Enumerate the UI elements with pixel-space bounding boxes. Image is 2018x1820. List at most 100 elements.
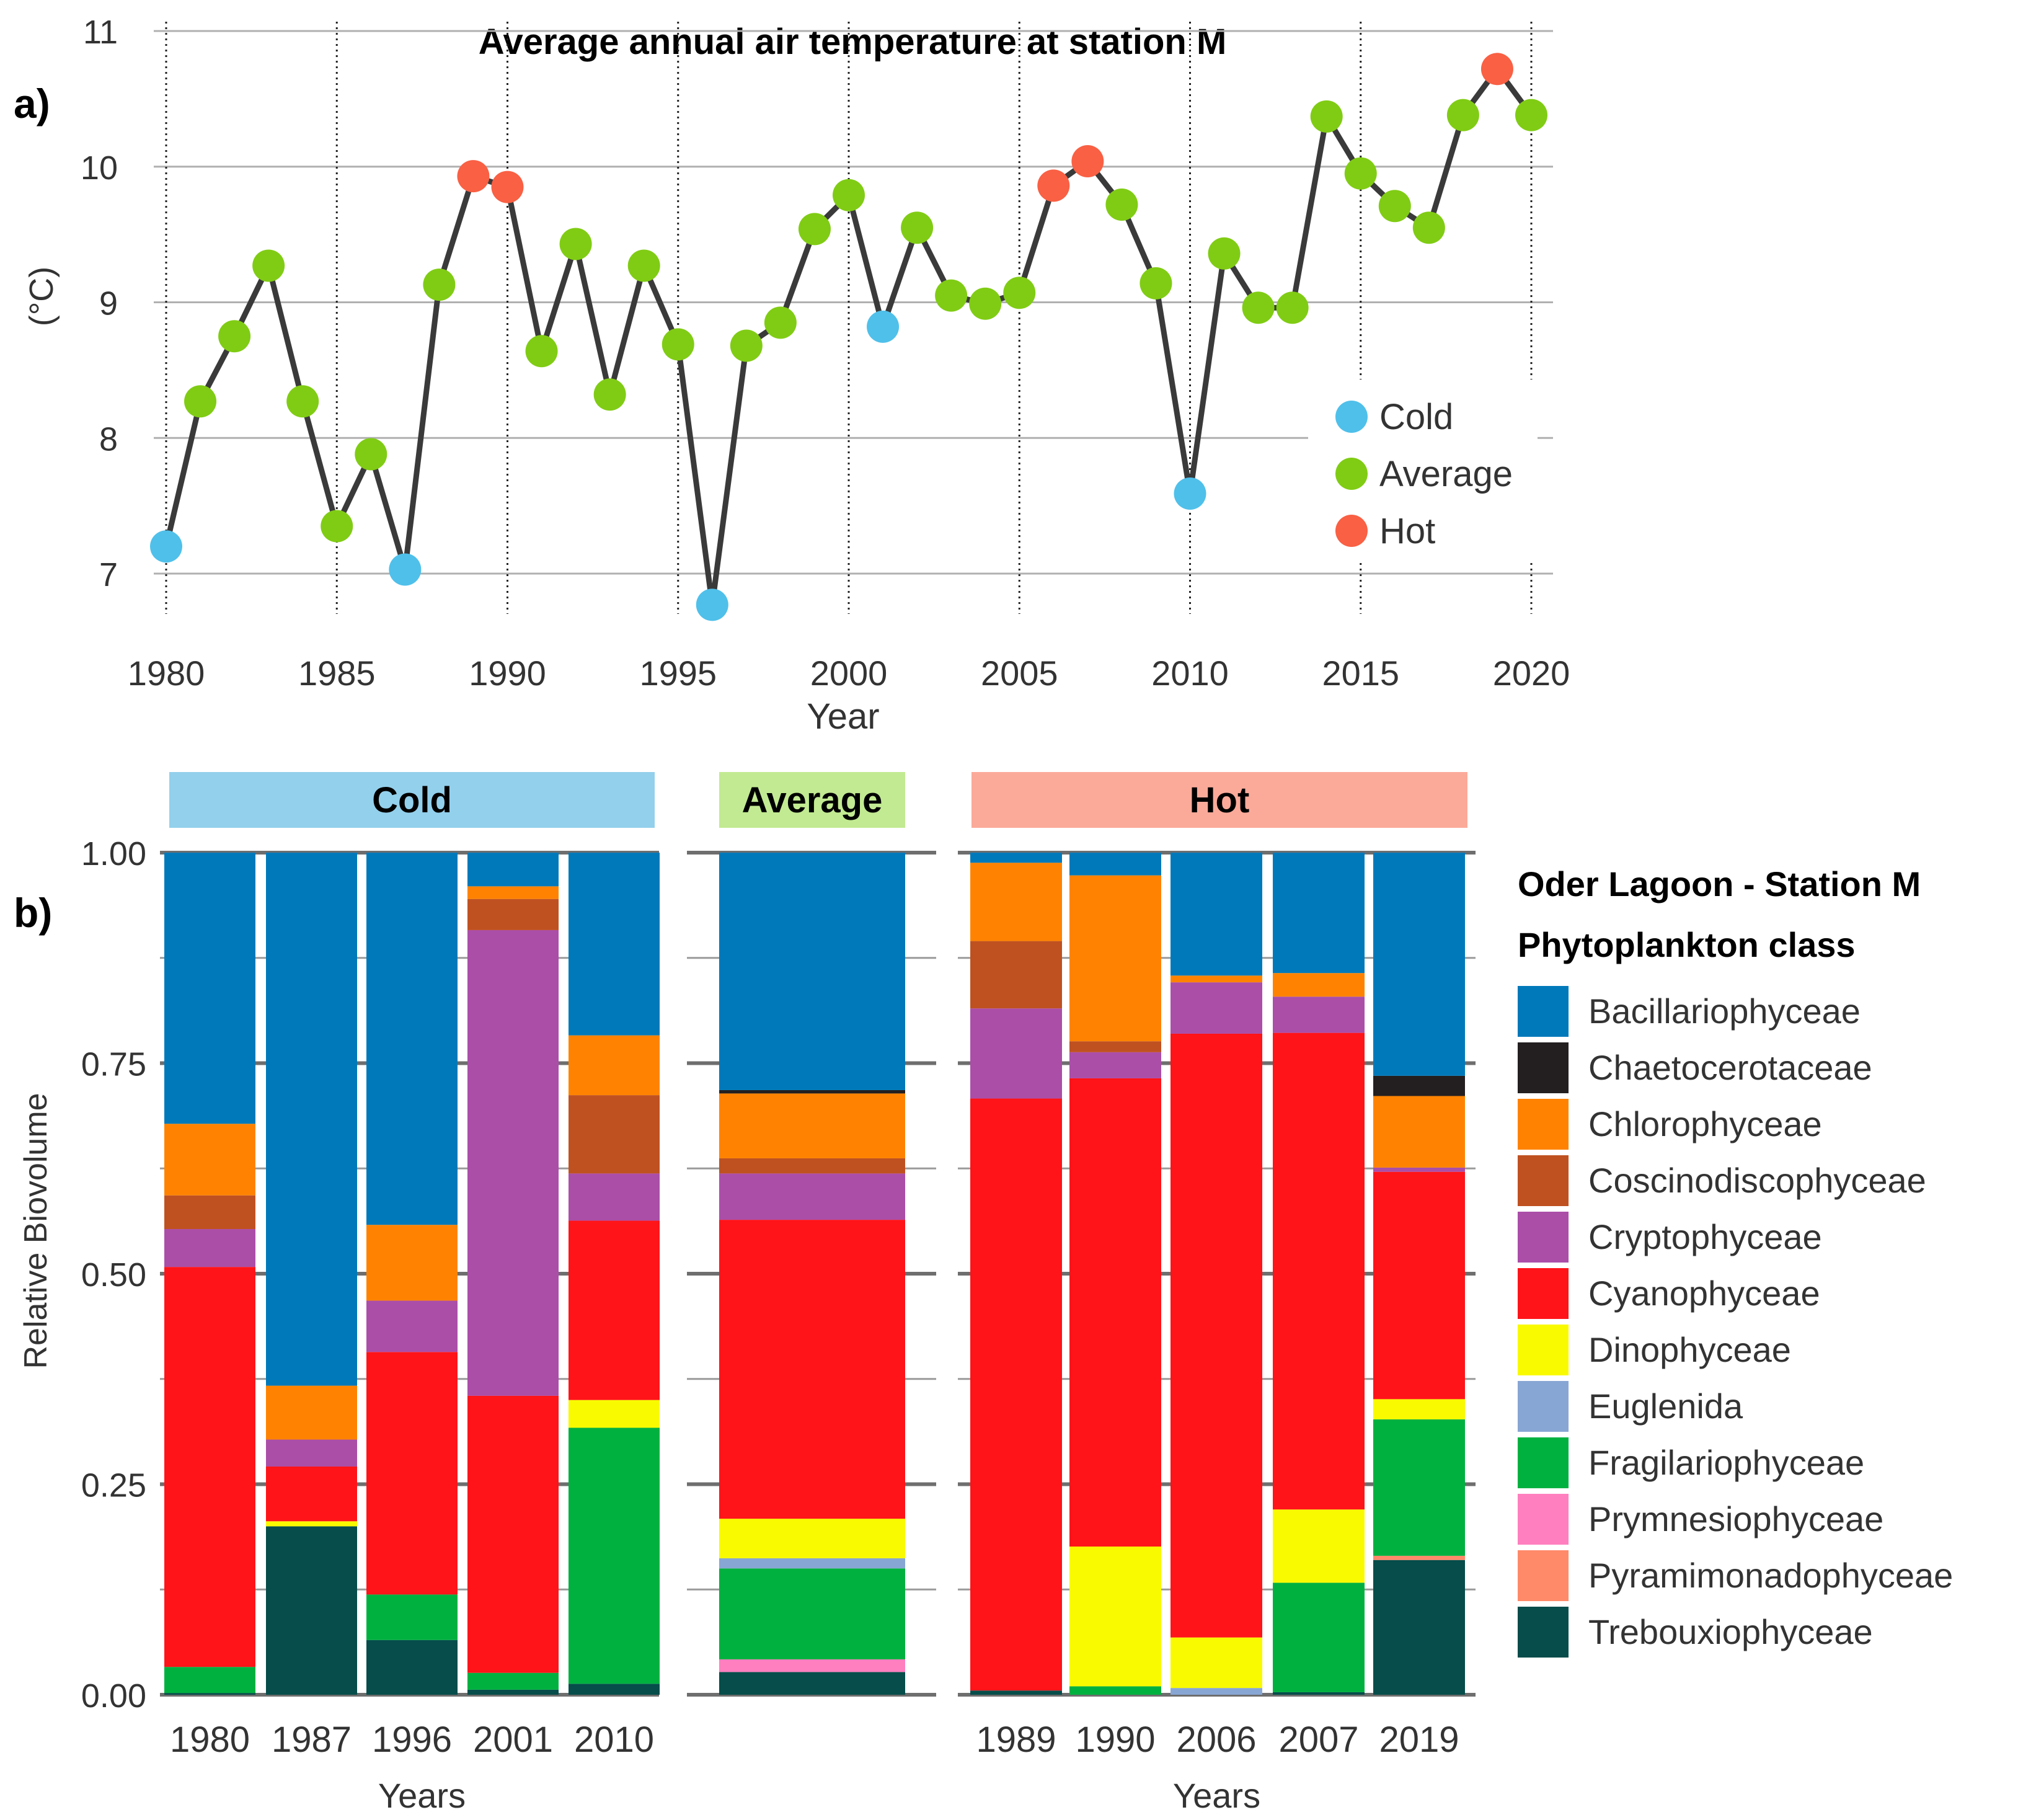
bar-segment-average-prymnesiophyceae bbox=[719, 1659, 905, 1672]
bar-segment-average-fragilariophyceae bbox=[719, 1568, 905, 1659]
legend-b-swatch-cryptophyceae bbox=[1518, 1212, 1569, 1263]
bar-segment-1980-chlorophyceae bbox=[164, 1124, 255, 1196]
bar-segment-average-cryptophyceae bbox=[719, 1173, 905, 1220]
legend-b-label-fragilariophyceae: Fragilariophyceae bbox=[1588, 1443, 1864, 1482]
bar-segment-1990-dinophyceae bbox=[1069, 1546, 1161, 1687]
y-tick-label: 0.50 bbox=[81, 1256, 146, 1294]
x-tick-label: 1987 bbox=[272, 1720, 352, 1760]
bar-segment-2019-fragilariophyceae bbox=[1373, 1419, 1465, 1556]
bar-segment-1990-coscinodiscophyceae bbox=[1069, 1041, 1161, 1052]
legend-b-swatch-cyanophyceae bbox=[1518, 1268, 1569, 1319]
bar-segment-2001-bacillariophyceae bbox=[467, 853, 559, 887]
chart-b-y-axis-label: Relative Biovolume bbox=[18, 1093, 54, 1369]
temp-point-2007-hot bbox=[1071, 145, 1104, 177]
bar-segment-1980-cryptophyceae bbox=[164, 1229, 255, 1267]
temp-point-1988-average bbox=[423, 269, 456, 301]
temp-point-2015-average bbox=[1344, 157, 1377, 190]
bar-segment-2001-fragilariophyceae bbox=[467, 1672, 559, 1690]
bar-segment-1980-fragilariophyceae bbox=[164, 1667, 255, 1693]
bar-segment-average-bacillariophyceae bbox=[719, 853, 905, 1090]
bar-segment-average-coscinodiscophyceae bbox=[719, 1158, 905, 1174]
temp-point-1989-hot bbox=[457, 160, 490, 193]
bar-segment-2010-cryptophyceae bbox=[569, 1173, 660, 1221]
bar-segment-2019-chlorophyceae bbox=[1373, 1096, 1465, 1168]
bar-segment-1980-bacillariophyceae bbox=[164, 853, 255, 1124]
bar-segment-2007-cyanophyceae bbox=[1273, 1032, 1365, 1510]
temp-point-1994-average bbox=[627, 249, 660, 282]
bar-segment-2010-dinophyceae bbox=[569, 1400, 660, 1428]
y-tick-label: 1.00 bbox=[81, 835, 146, 872]
bar-segment-1987-cyanophyceae bbox=[266, 1466, 357, 1522]
x-tick-label: 2000 bbox=[810, 654, 888, 693]
bar-segment-1989-cryptophyceae bbox=[970, 1008, 1062, 1099]
bar-segment-2019-cyanophyceae bbox=[1373, 1171, 1465, 1400]
temp-point-1987-cold bbox=[389, 553, 422, 586]
temp-point-1996-cold bbox=[696, 588, 728, 621]
bar-segment-2006-dinophyceae bbox=[1171, 1637, 1262, 1689]
bar-segment-2010-fragilariophyceae bbox=[569, 1427, 660, 1684]
bar-segment-1996-bacillariophyceae bbox=[366, 853, 458, 1225]
bar-segment-1987-chlorophyceae bbox=[266, 1385, 357, 1440]
y-tick-label: 10 bbox=[81, 149, 118, 187]
y-tick-label: 7 bbox=[99, 556, 118, 593]
temp-point-1983-average bbox=[252, 249, 285, 282]
x-tick-label: 2010 bbox=[1151, 654, 1229, 693]
bar-segment-2019-cryptophyceae bbox=[1373, 1167, 1465, 1172]
legend-b-label-trebouxiophyceae: Trebouxiophyceae bbox=[1588, 1612, 1873, 1651]
legend-b-swatch-prymnesiophyceae bbox=[1518, 1494, 1569, 1545]
temp-point-1984-average bbox=[286, 385, 319, 418]
x-tick-label: 1990 bbox=[469, 654, 546, 693]
x-tick-label: 2001 bbox=[473, 1720, 553, 1760]
bar-segment-1996-chlorophyceae bbox=[366, 1225, 458, 1301]
legend-b-label-cyanophyceae: Cyanophyceae bbox=[1588, 1274, 1820, 1313]
facet-strip-label-average: Average bbox=[742, 780, 883, 820]
bar-segment-2007-bacillariophyceae bbox=[1273, 853, 1365, 974]
bar-segment-2001-trebouxiophyceae bbox=[467, 1689, 559, 1695]
bar-segment-2010-coscinodiscophyceae bbox=[569, 1095, 660, 1174]
x-tick-label: 1985 bbox=[298, 654, 376, 693]
bar-segment-2019-pyramimonadophyceae bbox=[1373, 1555, 1465, 1560]
legend-b-label-bacillariophyceae: Bacillariophyceae bbox=[1588, 992, 1861, 1031]
bar-segment-average-trebouxiophyceae bbox=[719, 1672, 905, 1695]
bar-segment-average-cyanophyceae bbox=[719, 1220, 905, 1519]
temp-point-1992-average bbox=[559, 228, 592, 260]
bar-segment-1989-trebouxiophyceae bbox=[970, 1690, 1062, 1695]
temp-point-2008-average bbox=[1105, 189, 1138, 221]
bar-segment-2006-cryptophyceae bbox=[1171, 982, 1262, 1034]
bar-segment-1990-fragilariophyceae bbox=[1069, 1686, 1161, 1695]
y-tick-label: 0.75 bbox=[81, 1046, 146, 1083]
x-tick-label: 2010 bbox=[574, 1720, 654, 1760]
temp-point-2011-average bbox=[1208, 237, 1241, 270]
x-tick-label: 1996 bbox=[372, 1720, 452, 1760]
temp-point-1993-average bbox=[593, 378, 626, 411]
x-axis-label-hot: Years bbox=[1173, 1776, 1260, 1815]
legend-b-swatch-bacillariophyceae bbox=[1518, 986, 1569, 1037]
temp-point-1990-hot bbox=[491, 171, 524, 203]
legend-a-label-cold: Cold bbox=[1379, 397, 1453, 437]
bar-segment-1980-trebouxiophyceae bbox=[164, 1693, 255, 1695]
temp-point-2004-average bbox=[969, 287, 1002, 320]
temp-point-1999-average bbox=[798, 213, 831, 246]
temp-point-1997-average bbox=[730, 329, 763, 362]
temp-point-2000-average bbox=[833, 179, 865, 211]
temp-point-2006-hot bbox=[1037, 169, 1070, 202]
temp-point-2014-average bbox=[1310, 100, 1343, 133]
bar-segment-2019-trebouxiophyceae bbox=[1373, 1560, 1465, 1695]
bar-segment-2007-trebouxiophyceae bbox=[1273, 1692, 1365, 1695]
bar-segment-1990-cyanophyceae bbox=[1069, 1078, 1161, 1547]
temp-point-2003-average bbox=[935, 279, 968, 312]
x-tick-label: 2020 bbox=[1493, 654, 1570, 693]
bar-segment-2007-fragilariophyceae bbox=[1273, 1583, 1365, 1692]
bar-segment-2001-coscinodiscophyceae bbox=[467, 899, 559, 930]
bar-segment-1980-cyanophyceae bbox=[164, 1267, 255, 1667]
bar-segment-average-chaetocerotaceae bbox=[719, 1090, 905, 1094]
temp-point-2010-cold bbox=[1174, 477, 1206, 510]
bar-segment-2010-bacillariophyceae bbox=[569, 853, 660, 1036]
bar-segment-2006-chlorophyceae bbox=[1171, 975, 1262, 983]
bar-segment-2010-chlorophyceae bbox=[569, 1035, 660, 1096]
legend-b-label-euglenida: Euglenida bbox=[1588, 1387, 1743, 1426]
bar-segment-2010-trebouxiophyceae bbox=[569, 1684, 660, 1695]
bar-segment-average-dinophyceae bbox=[719, 1519, 905, 1559]
panel-b-label: b) bbox=[14, 890, 52, 936]
